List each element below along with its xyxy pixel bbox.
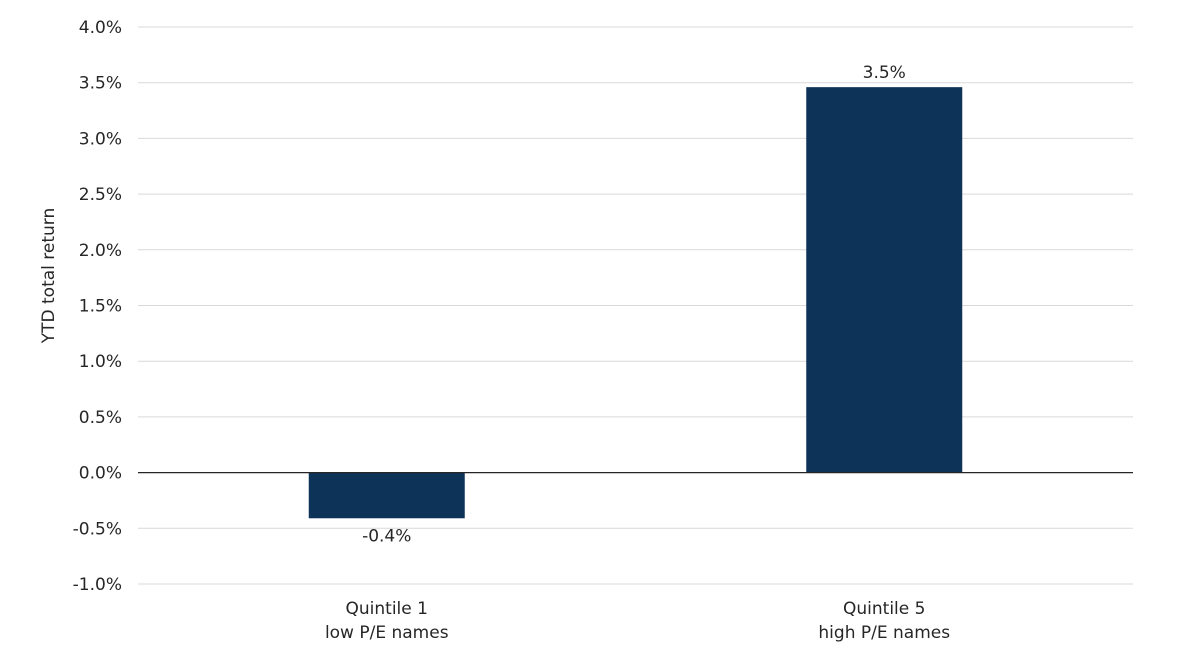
x-category-labels: Quintile 1 low P/E names Quintile 5 high P/… xyxy=(325,599,950,643)
data-labels: -0.4% 3.5% xyxy=(362,63,906,546)
y-tick-label: -0.5% xyxy=(73,519,122,539)
x-category-label: low P/E names xyxy=(325,623,449,643)
y-tick-label: 0.0% xyxy=(79,464,122,484)
x-category-label: Quintile 1 xyxy=(346,599,428,619)
y-axis-title: YTD total return xyxy=(39,208,59,345)
x-category-label: Quintile 5 xyxy=(843,599,925,619)
gridlines xyxy=(138,26,1133,585)
y-tick-label: 0.5% xyxy=(79,408,122,428)
y-tick-label: 1.5% xyxy=(79,297,122,317)
y-tick-label: 4.0% xyxy=(79,18,122,38)
y-tick-label: 2.5% xyxy=(79,185,122,205)
y-tick-label: 3.0% xyxy=(79,129,122,149)
data-label: -0.4% xyxy=(362,526,411,546)
bar xyxy=(806,87,963,473)
bars xyxy=(308,87,963,519)
x-category-label: high P/E names xyxy=(818,623,950,643)
bar xyxy=(308,472,465,519)
y-tick-label: 1.0% xyxy=(79,352,122,372)
y-tick-label: 2.0% xyxy=(79,241,122,261)
y-tick-label: -1.0% xyxy=(73,575,122,595)
y-tick-label: 3.5% xyxy=(79,74,122,94)
y-tick-labels: -1.0% -0.5% 0.0% 0.5% 1.0% 1.5% 2.0% 2.5% 3.0% 3.… xyxy=(73,18,122,595)
data-label: 3.5% xyxy=(863,63,906,83)
